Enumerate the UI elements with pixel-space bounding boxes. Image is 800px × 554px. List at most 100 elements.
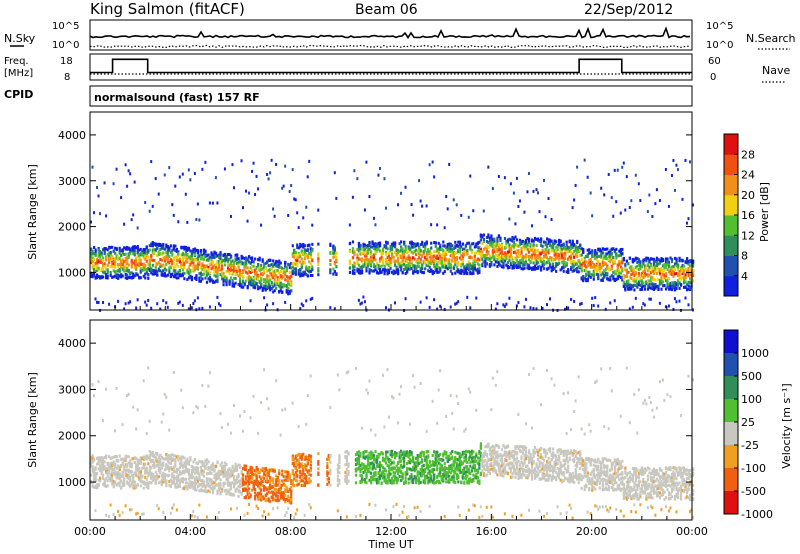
power-cell — [359, 252, 362, 256]
power-cell — [229, 262, 233, 266]
power-cell — [523, 210, 526, 214]
power-cell — [561, 243, 564, 247]
power-cell — [517, 249, 520, 253]
power-cell — [251, 169, 254, 173]
power-cell — [391, 252, 394, 256]
power-cell — [628, 307, 631, 311]
power-cell — [223, 263, 227, 267]
power-cell — [431, 257, 434, 261]
power-cell — [109, 273, 112, 277]
power-cell — [523, 244, 526, 248]
power-cell — [287, 275, 290, 279]
power-cell — [293, 249, 296, 253]
power-cell — [550, 218, 553, 222]
power-cell — [479, 253, 482, 257]
power-cell — [552, 265, 555, 269]
power-cell — [430, 256, 433, 260]
power-cell — [404, 267, 407, 271]
noise-left-tick-lo: 10^0 — [52, 40, 79, 51]
power-cell — [387, 263, 391, 267]
power-cell — [138, 254, 141, 258]
power-cell — [248, 275, 251, 279]
power-cell — [333, 253, 337, 257]
power-cell — [439, 267, 442, 271]
power-cell — [294, 268, 297, 272]
power-cell — [558, 243, 561, 247]
power-cell — [527, 172, 530, 176]
power-cell — [646, 269, 650, 273]
power-cell — [490, 244, 493, 248]
power-cell — [621, 252, 624, 256]
power-cell — [576, 255, 579, 259]
power-cell — [472, 258, 475, 262]
power-cell — [276, 275, 279, 279]
vel-cell — [118, 475, 121, 479]
power-cell — [96, 273, 99, 277]
power-cell — [369, 245, 373, 249]
power-cell — [649, 276, 653, 280]
power-cell — [613, 299, 616, 303]
power-cell — [219, 273, 222, 277]
power-cell — [521, 267, 525, 271]
freq-series — [90, 58, 692, 75]
power-cell — [428, 265, 431, 269]
vel-cell — [138, 476, 141, 480]
power-cell — [433, 254, 436, 258]
vel-cell — [165, 456, 168, 460]
vel-cell — [201, 489, 204, 493]
vel-cell — [99, 468, 102, 472]
power-cell — [356, 247, 359, 251]
power-cell — [594, 257, 597, 261]
power-cell — [670, 265, 674, 269]
vel-cell — [120, 486, 123, 490]
power-cell — [419, 243, 422, 247]
power-cell — [267, 274, 270, 278]
power-cell — [366, 251, 370, 255]
power-cell — [178, 300, 181, 304]
power-cell — [102, 270, 105, 274]
power-cell — [518, 240, 522, 244]
power-cell — [205, 273, 209, 277]
vel-cell — [102, 461, 105, 465]
power-cell — [400, 265, 403, 269]
power-cell — [124, 272, 127, 276]
power-cell — [142, 256, 145, 260]
power-cell — [692, 279, 695, 283]
power-cell — [299, 260, 302, 264]
vel-cell — [100, 455, 103, 459]
power-cell — [470, 272, 473, 276]
power-cell — [404, 247, 407, 251]
power-cell — [419, 251, 422, 255]
vel-cell — [150, 475, 153, 479]
power-cell — [648, 193, 651, 197]
power-cell — [235, 256, 239, 260]
power-cell — [100, 253, 103, 257]
power-cell — [273, 262, 276, 266]
power-cell — [658, 301, 661, 305]
power-cell — [652, 263, 656, 267]
power-cell — [535, 188, 538, 192]
power-cell — [524, 254, 528, 258]
power-cell — [184, 260, 188, 264]
power-cell — [91, 266, 94, 270]
vel-cell — [135, 512, 138, 516]
power-cell — [678, 281, 681, 285]
power-cell — [105, 214, 108, 218]
power-cell — [651, 269, 654, 273]
power-cell — [449, 247, 452, 251]
power-cell — [309, 269, 312, 273]
power-cell — [469, 271, 472, 275]
power-cell — [123, 222, 126, 226]
power-cell — [609, 275, 612, 279]
power-cell — [333, 171, 336, 175]
vel-cell — [94, 485, 97, 489]
power-cell — [222, 283, 225, 287]
power-cell — [541, 244, 544, 248]
power-cell — [509, 254, 513, 258]
power-cell — [145, 256, 148, 260]
power-cell — [357, 298, 360, 302]
power-cell — [543, 266, 546, 270]
power-cell — [427, 252, 430, 256]
power-cell — [612, 247, 615, 251]
power-cell — [303, 272, 306, 276]
